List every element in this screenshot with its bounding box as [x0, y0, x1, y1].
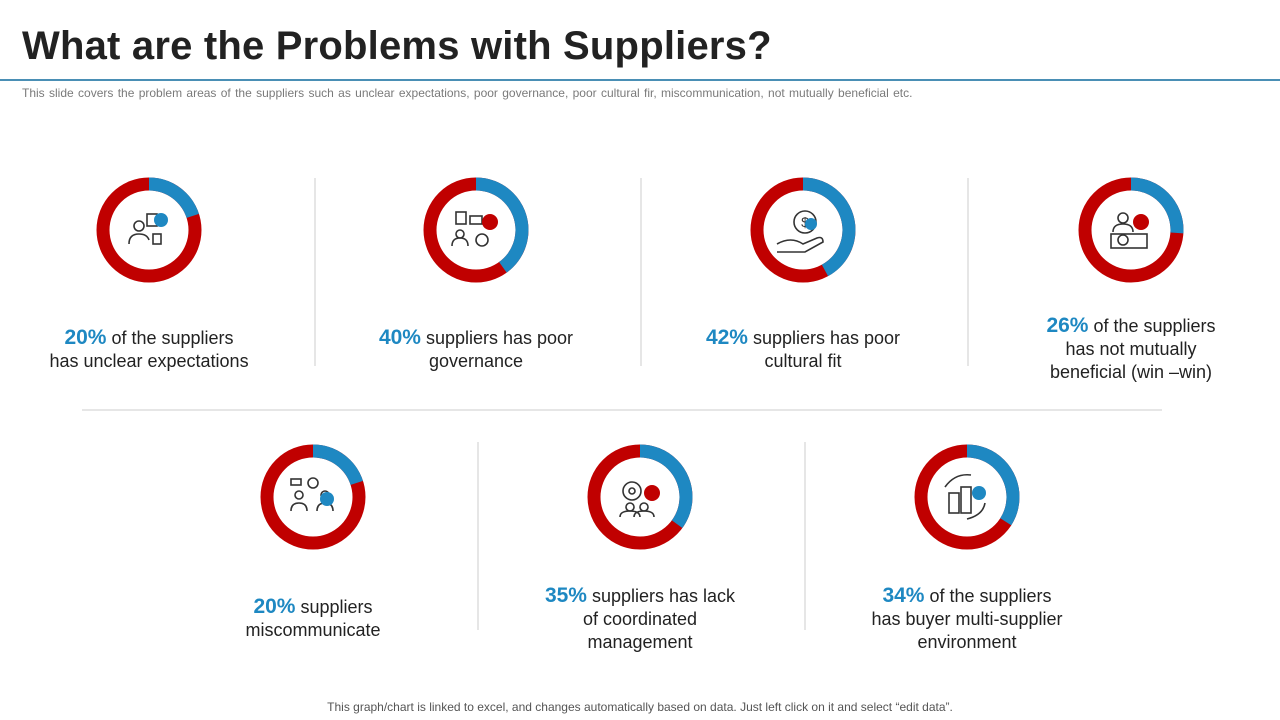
column-divider — [804, 442, 806, 630]
donut-chart: $ — [750, 177, 856, 283]
buyer-desk-coin-icon — [1110, 212, 1149, 249]
donut-value-slice — [260, 444, 366, 550]
caption-line: suppliers has poor — [420, 328, 574, 348]
title-divider — [0, 79, 1280, 81]
gear-team-icon — [619, 481, 660, 518]
donut-chart — [914, 444, 1020, 550]
donut-value-slice — [914, 444, 1020, 550]
donut-caption: 40% suppliers has poor governance — [336, 326, 616, 373]
caption-line: has unclear expectations — [49, 351, 249, 371]
donut-chart — [1078, 177, 1184, 283]
caption-line: has buyer multi-supplier — [871, 609, 1063, 629]
caption-line: suppliers — [295, 597, 373, 617]
donut-value-slice — [423, 177, 529, 283]
percentage-label: 20% — [253, 595, 296, 618]
caption-line: cultural fit — [764, 351, 842, 371]
page-subtitle: This slide covers the problem areas of t… — [22, 86, 913, 100]
percentage-label: 26% — [1046, 314, 1089, 337]
column-divider — [967, 178, 969, 366]
donut-caption: 26% of the suppliers has not mutually bene… — [991, 314, 1271, 384]
donut-chart — [423, 177, 529, 283]
donut-chart — [96, 177, 202, 283]
caption-line: of coordinated — [582, 609, 698, 629]
donut-value-slice — [587, 444, 693, 550]
caption-line: beneficial (win –win) — [1049, 362, 1213, 382]
conversation-icon — [290, 477, 334, 512]
caption-line: miscommunicate — [245, 620, 381, 640]
donut-value-slice — [96, 177, 202, 283]
caption-line: of the suppliers — [1088, 316, 1216, 336]
column-divider — [477, 442, 479, 630]
column-divider — [314, 178, 316, 366]
svg-text:$: $ — [801, 214, 809, 230]
percentage-label: 34% — [882, 584, 925, 607]
caption-line: management — [587, 632, 693, 652]
row-divider — [82, 409, 1162, 411]
footer-note: This graph/chart is linked to excel, and… — [327, 700, 953, 714]
percentage-label: 40% — [378, 326, 421, 349]
caption-line: of the suppliers — [924, 586, 1052, 606]
donut-caption: 20% suppliers miscommunicate — [173, 595, 453, 642]
caption-line: governance — [428, 351, 524, 371]
caption-line: suppliers has lack — [586, 586, 736, 606]
percentage-label: 35% — [544, 584, 587, 607]
donut-chart — [260, 444, 366, 550]
percentage-label: 42% — [705, 326, 748, 349]
page-title: What are the Problems with Suppliers? — [22, 24, 772, 68]
donut-caption: 42% suppliers has poor cultural fit — [663, 326, 943, 373]
caption-line: suppliers has poor — [747, 328, 901, 348]
donut-value-slice — [750, 177, 856, 283]
donut-caption: 20% of the suppliers has unclear expectat… — [9, 326, 289, 373]
donut-chart — [587, 444, 693, 550]
donut-value-slice — [1078, 177, 1184, 283]
donut-caption: 35% suppliers has lack of coordinated mana… — [500, 584, 780, 654]
hand-coin-icon: $ — [776, 210, 824, 253]
buildings-icon — [944, 473, 986, 520]
donut-caption: 34% of the suppliers has buyer multi-supp… — [827, 584, 1107, 654]
percentage-label: 20% — [64, 326, 107, 349]
person-with-documents-icon — [128, 213, 168, 245]
caption-line: environment — [917, 632, 1017, 652]
caption-line: of the suppliers — [106, 328, 234, 348]
team-governance-icon — [451, 211, 498, 247]
caption-line: has not mutually — [1065, 339, 1197, 359]
column-divider — [640, 178, 642, 366]
